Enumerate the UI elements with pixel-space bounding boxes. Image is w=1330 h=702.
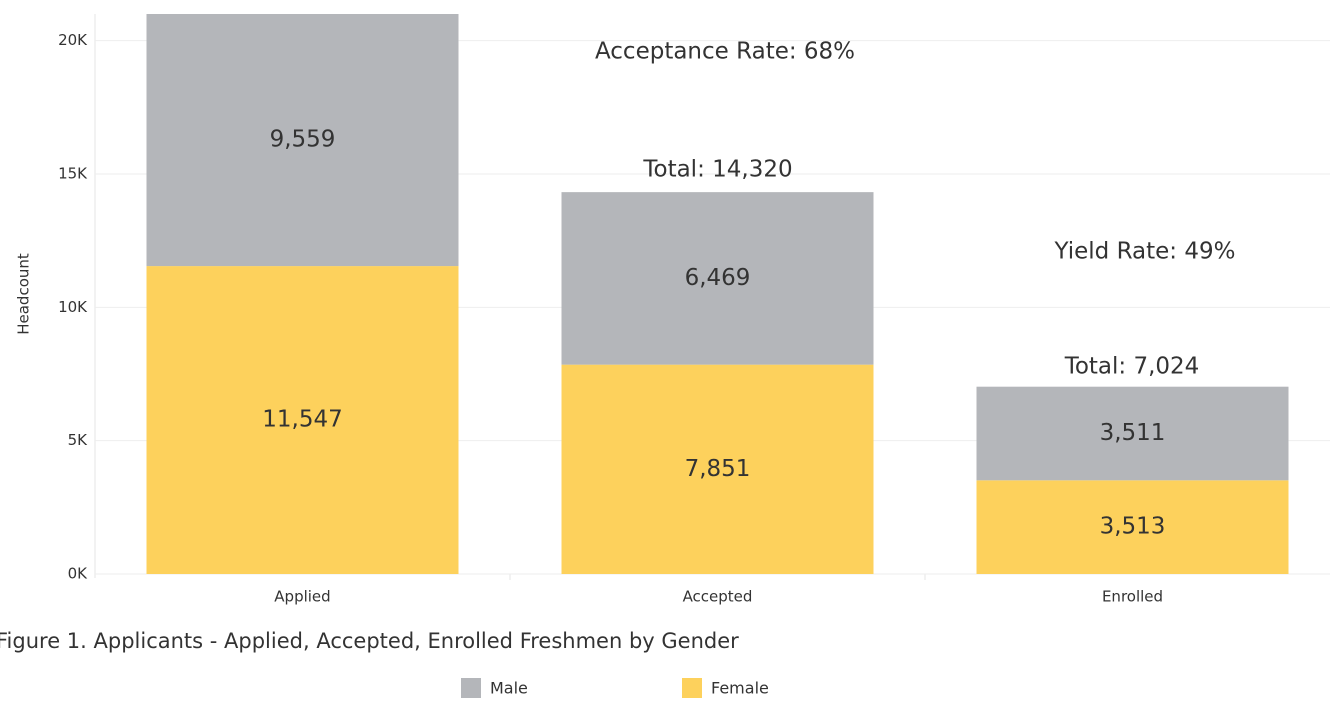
- x-tick-label: Accepted: [683, 588, 753, 606]
- bar-segment: [146, 14, 459, 267]
- y-axis-label: Headcount: [15, 253, 33, 335]
- legend-label: Male: [490, 679, 528, 698]
- legend-swatch: [682, 678, 702, 698]
- y-tick-label: 5K: [68, 431, 89, 449]
- bar-segment: [561, 192, 874, 365]
- value-label: 11,547: [262, 407, 342, 433]
- legend-label: Female: [711, 679, 769, 698]
- value-label: 7,851: [685, 456, 751, 482]
- annotation: Total: 7,024: [1064, 354, 1200, 380]
- x-tick-label: Enrolled: [1102, 588, 1163, 606]
- bar-segment: [146, 266, 459, 574]
- y-tick-label: 15K: [58, 165, 88, 183]
- legend-swatch: [461, 678, 481, 698]
- x-tick-label: Applied: [274, 588, 330, 606]
- value-label: 3,511: [1100, 420, 1166, 446]
- chart-title: Figure 1. Applicants - Applied, Accepted…: [0, 629, 739, 653]
- value-label: 3,513: [1100, 514, 1166, 540]
- y-tick-label: 20K: [58, 31, 88, 49]
- y-tick-label: 0K: [68, 565, 89, 583]
- value-label: 9,559: [270, 127, 336, 153]
- annotation: Acceptance Rate: 68%: [595, 39, 855, 65]
- value-label: 6,469: [685, 265, 751, 291]
- y-tick-label: 10K: [58, 298, 88, 316]
- bar-segment: [976, 386, 1289, 481]
- annotation: Total: 14,320: [642, 157, 792, 183]
- bar-segment: [561, 364, 874, 574]
- annotation: Yield Rate: 49%: [1054, 239, 1236, 265]
- bar-segment: [976, 480, 1289, 574]
